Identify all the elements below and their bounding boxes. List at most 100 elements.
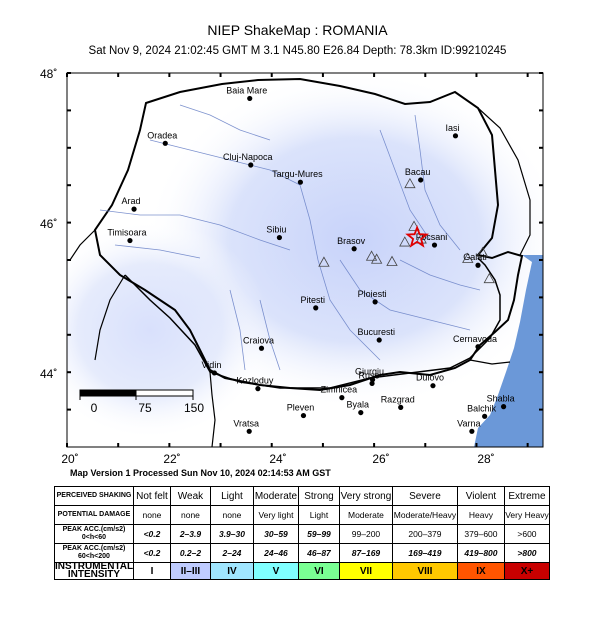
intensity-legend: PERCEIVED SHAKING Not felt Weak Light Modera… [54, 486, 550, 580]
city-marker [351, 246, 357, 252]
legend-cell: VIII [391, 562, 458, 580]
bulgaria-border-east [469, 359, 511, 365]
lon-label-24: 24˚ [269, 452, 286, 466]
lon-label-28: 28˚ [477, 452, 494, 466]
legend-cell: 419–800 [456, 543, 505, 563]
station-marker [404, 177, 416, 189]
station-marker [370, 253, 383, 264]
city-label: Zimnicea [321, 385, 358, 395]
legend-cell: none [169, 505, 211, 525]
station-marker [365, 250, 378, 261]
city-marker [475, 344, 481, 350]
city-label: Baia Mare [226, 85, 267, 95]
city-label: Bucuresti [357, 327, 395, 337]
city-marker [255, 386, 261, 392]
city-label: Vratsa [233, 418, 259, 428]
legend-row-header: PEAK ACC.(cm/s2) 60<h<200 [54, 543, 134, 563]
city-label: Dulovo [416, 373, 444, 383]
city-marker [162, 140, 168, 146]
epicenter [405, 225, 430, 248]
city-label: Vidin [201, 360, 221, 370]
lat-labels: 48˚ 46˚ 44˚ [40, 67, 57, 381]
station-marker [318, 256, 330, 267]
city-label: Byala [347, 400, 370, 410]
legend-row: PERCEIVED SHAKING Not felt Weak Light Modera… [54, 486, 550, 506]
legend-cell: Very light [252, 505, 299, 525]
city-marker [276, 234, 283, 241]
scale-label-75: 75 [138, 401, 152, 415]
city-label: Sibiu [266, 225, 286, 235]
lat-label-48: 48˚ [40, 67, 57, 81]
city-marker [300, 412, 307, 419]
city-label: Pleven [287, 403, 315, 413]
city-marker [398, 404, 404, 410]
city-marker [469, 428, 475, 434]
legend-cell: Heavy [456, 505, 505, 525]
station-marker [415, 233, 427, 244]
city-marker [131, 206, 137, 212]
legend-cell: 0.2–2 [169, 543, 211, 563]
legend-cell: Weak [169, 486, 211, 506]
legend-row: PEAK ACC.(cm/s2) 60<h<200 <0.2 0.2–2 2–24 24… [54, 543, 550, 563]
city-marker [358, 409, 364, 416]
legend-cell: 46–87 [297, 543, 340, 563]
city-marker [372, 299, 378, 305]
city-marker [297, 179, 303, 185]
legend-cell: 200–379 [391, 524, 458, 544]
city-label: Timisoara [107, 228, 146, 238]
legend-cell: 2–24 [209, 543, 254, 563]
lon-label-26: 26˚ [372, 452, 389, 466]
city-marker [500, 404, 507, 410]
lon-label-20: 20˚ [61, 452, 78, 466]
romania-border [93, 77, 524, 392]
city-label: Cernavoda [453, 334, 497, 344]
scale-label-0: 0 [91, 401, 98, 415]
city-marker [369, 380, 375, 387]
legend-cell: VII [338, 562, 393, 580]
city-label: Brasov [337, 236, 366, 246]
legend-row-header: PERCEIVED SHAKING [54, 486, 134, 506]
serbia-border [69, 229, 126, 361]
city-marker [431, 242, 438, 248]
epicenter-star-icon [405, 225, 430, 248]
legend-cell: 3.9–30 [209, 524, 254, 544]
city-marker [248, 162, 254, 168]
station-marker [476, 246, 489, 257]
legend-cell: I [132, 562, 171, 580]
city-label: Ruse [359, 370, 380, 380]
legend-cell: Severe [391, 486, 458, 506]
legend-cell: Not felt [132, 486, 171, 506]
legend-cell: Extreme [503, 486, 550, 506]
black-sea [474, 255, 543, 447]
legend-row: POTENTIAL DAMAGE none none none Very light Li… [54, 505, 550, 525]
legend-cell: 59–99 [297, 524, 340, 544]
legend-row: PEAK ACC.(cm/s2) 0<h<60 <0.2 2–3.9 3.9–30 30… [54, 524, 550, 544]
legend-cell: Strong [297, 486, 340, 506]
city-marker [430, 383, 436, 389]
station-marker [386, 255, 398, 266]
stations [318, 177, 495, 284]
city-label: Cluj-Napoca [223, 152, 273, 162]
city-marker [339, 395, 345, 401]
legend-cell: Very strong [338, 486, 393, 506]
legend-cell: <0.2 [132, 524, 171, 544]
scale-label-150: 150 [184, 401, 204, 415]
legend-cell: 87–169 [338, 543, 393, 563]
city-marker [246, 428, 252, 434]
legend-cell: V [252, 562, 299, 580]
legend-cell: 30–59 [252, 524, 299, 544]
scale-bar: 0 75 150 [79, 389, 204, 415]
city-marker [452, 133, 459, 139]
legend-cell: IV [209, 562, 254, 580]
city-label: Oradea [147, 130, 177, 140]
moldova-border [477, 107, 531, 256]
city-marker [475, 262, 481, 268]
city-label: Targu-Mures [272, 169, 323, 179]
city-label: Bacau [405, 167, 431, 177]
city-marker [127, 237, 133, 244]
legend-row-header: INSTRUMENTAL INTENSITY [54, 561, 134, 580]
city-label: Ploiesti [358, 289, 387, 299]
city-marker [211, 370, 218, 376]
bulgaria-border [209, 371, 216, 447]
city-label: Shabla [487, 394, 515, 404]
